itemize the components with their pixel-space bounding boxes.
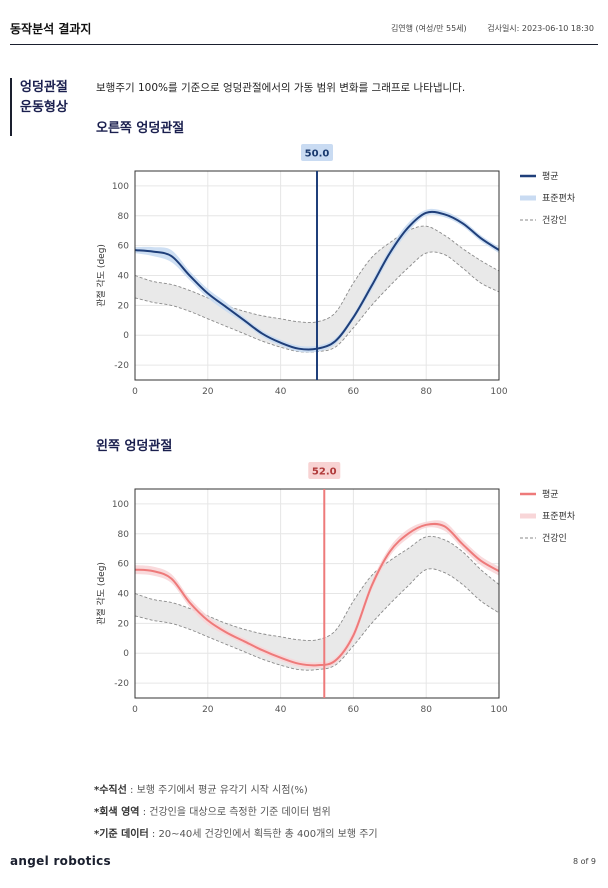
marker-label: 52.0 bbox=[312, 467, 337, 478]
x-tick-label: 80 bbox=[420, 387, 432, 397]
legend-label: 건강인 bbox=[542, 533, 567, 544]
x-tick-label: 60 bbox=[348, 387, 360, 397]
x-tick-label: 20 bbox=[202, 705, 214, 715]
y-tick-label: 40 bbox=[118, 590, 130, 600]
x-tick-label: 100 bbox=[490, 387, 507, 397]
y-tick-label: 40 bbox=[118, 272, 130, 282]
section-description: 보행주기 100%를 기준으로 엉덩관절에서의 가동 범위 변화를 그래프로 나… bbox=[96, 82, 466, 94]
patient-info: 김연행 (여성/만 55세) bbox=[390, 24, 467, 33]
footnote-vertical-line: *수직선 : 보행 주기에서 평균 유각기 시작 시점(%) bbox=[94, 785, 308, 796]
page-number: 8 of 9 bbox=[573, 857, 596, 866]
x-tick-label: 40 bbox=[275, 705, 287, 715]
section-title-line1: 엉덩관절 bbox=[20, 80, 68, 95]
x-tick-label: 0 bbox=[132, 387, 138, 397]
y-tick-label: 100 bbox=[112, 500, 129, 510]
report-title: 동작분석 결과지 bbox=[10, 22, 92, 36]
marker-label: 50.0 bbox=[305, 149, 330, 160]
report-header: 동작분석 결과지 김연행 (여성/만 55세) 검사일시: 2023-06-10… bbox=[10, 0, 598, 45]
y-tick-label: 0 bbox=[123, 649, 129, 659]
healthy-range-band bbox=[135, 226, 499, 353]
legend-label: 평균 bbox=[542, 489, 559, 500]
y-tick-label: 100 bbox=[112, 182, 129, 192]
legend-label: 표준편차 bbox=[542, 192, 576, 204]
plot-frame bbox=[134, 488, 500, 699]
marker-label-box bbox=[301, 144, 333, 161]
legend-label: 건강인 bbox=[542, 215, 567, 226]
y-tick-label: 60 bbox=[118, 242, 130, 252]
x-tick-label: 80 bbox=[420, 705, 432, 715]
y-tick-label: 20 bbox=[118, 301, 130, 311]
section-title: 엉덩관절 운동형상 bbox=[20, 78, 68, 118]
chart-title-left: 왼쪽 엉덩관절 bbox=[96, 439, 173, 454]
y-tick-label: -20 bbox=[114, 361, 129, 371]
x-tick-label: 20 bbox=[202, 387, 214, 397]
healthy-lower-line bbox=[134, 568, 500, 671]
y-tick-label: -20 bbox=[114, 679, 129, 689]
report-meta: 김연행 (여성/만 55세) 검사일시: 2023-06-10 18:30 bbox=[373, 23, 594, 34]
x-tick-label: 100 bbox=[490, 705, 507, 715]
y-tick-label: 80 bbox=[118, 212, 130, 222]
exam-date: 검사일시: 2023-06-10 18:30 bbox=[487, 24, 594, 33]
angel-robotics-logo: angel robotics bbox=[10, 854, 111, 868]
y-tick-label: 60 bbox=[118, 560, 130, 570]
healthy-range-band bbox=[135, 536, 499, 671]
legend-label: 평균 bbox=[542, 171, 559, 182]
footnotes: *수직선 : 보행 주기에서 평균 유각기 시작 시점(%) *회색 영역 : … bbox=[94, 780, 378, 846]
x-tick-label: 40 bbox=[275, 387, 287, 397]
section-title-line2: 운동형상 bbox=[20, 100, 68, 115]
x-tick-label: 0 bbox=[132, 705, 138, 715]
footnote-gray-area: *회색 영역 : 건강인을 대상으로 측정한 기준 데이터 범위 bbox=[94, 807, 331, 818]
legend-label: 표준편차 bbox=[542, 510, 576, 522]
y-axis-label: 관절 각도 (deg) bbox=[95, 244, 107, 307]
y-tick-label: 20 bbox=[118, 619, 130, 629]
marker-label-box bbox=[308, 462, 341, 479]
y-tick-label: 80 bbox=[118, 530, 130, 540]
x-tick-label: 60 bbox=[348, 705, 360, 715]
y-tick-label: 0 bbox=[123, 331, 129, 341]
y-axis-label: 관절 각도 (deg) bbox=[95, 562, 107, 625]
section-bar bbox=[10, 78, 12, 136]
healthy-upper-line bbox=[134, 225, 500, 324]
chart-title-right: 오른쪽 엉덩관절 bbox=[96, 121, 185, 136]
footnote-reference-data: *기준 데이터 : 20~40세 건강인에서 획득한 총 400개의 보행 주기 bbox=[94, 829, 378, 840]
mean-line bbox=[134, 522, 500, 667]
